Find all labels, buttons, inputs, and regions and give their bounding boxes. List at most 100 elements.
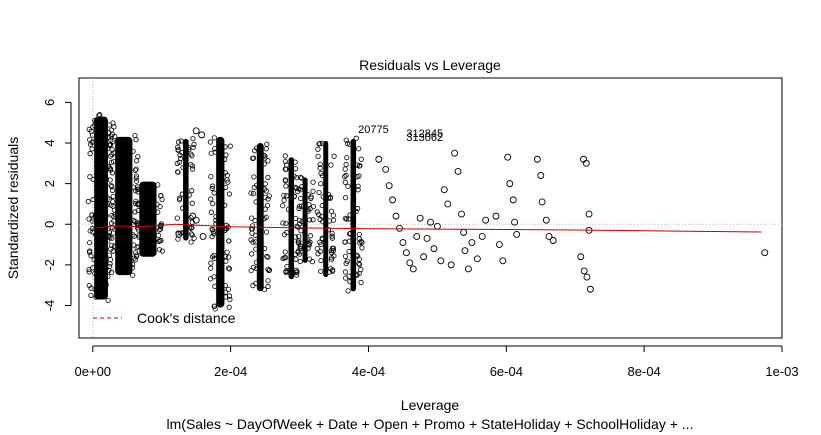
residual-cluster-edge-point [359, 245, 365, 251]
residual-cluster-edge-point [110, 120, 116, 126]
residual-cluster-edge-point [353, 208, 359, 215]
residual-point [427, 218, 434, 226]
residual-cluster-edge-point [90, 196, 96, 203]
residual-cluster-edge-point [209, 234, 215, 240]
residual-cluster-edge-point [109, 242, 115, 248]
residual-cluster-edge-point [87, 228, 93, 234]
residual-cluster-edge-point [178, 138, 184, 144]
residual-cluster-edge-point [355, 183, 361, 189]
residual-cluster-edge-point [133, 178, 139, 184]
residual-cluster-edge-point [133, 166, 139, 172]
residual-cluster-edge-point [134, 252, 140, 258]
residual-cluster-edge-point [189, 200, 195, 206]
dense-residual-cluster [216, 136, 225, 308]
residual-cluster-edge-point [342, 179, 348, 185]
residual-cluster-edge-point [314, 209, 320, 215]
residual-cluster-edge-point [105, 238, 111, 244]
residual-cluster-edge-point [109, 187, 116, 193]
residual-cluster-edge-point [222, 202, 228, 208]
residual-cluster-edge-point [315, 146, 321, 152]
residual-cluster-edge-point [95, 258, 101, 264]
residual-cluster-edge-point [222, 282, 228, 289]
y-axis-tick-label: 4 [42, 139, 57, 146]
residual-cluster-edge-point [253, 265, 260, 272]
residual-point [537, 172, 545, 179]
residual-cluster-edge-point [129, 265, 136, 271]
residual-cluster-edge-point [112, 133, 118, 140]
residual-cluster-edge-point [107, 177, 113, 183]
residual-cluster-edge-point [266, 267, 273, 273]
legend-layer: Cook's distance [93, 310, 236, 326]
residual-point [585, 210, 593, 218]
residual-point [416, 214, 424, 222]
residual-cluster-edge-point [347, 212, 353, 218]
residual-cluster-edge-point [353, 135, 359, 141]
residual-cluster-edge-point [225, 265, 232, 271]
residual-cluster-edge-point [86, 216, 92, 222]
residual-cluster-edge-point [252, 239, 259, 245]
residual-cluster-edge-point [156, 227, 162, 233]
residual-point [198, 131, 206, 139]
residual-cluster-edge-point [226, 254, 232, 260]
residual-cluster-edge-point [135, 220, 141, 226]
residual-cluster-edge-point [100, 164, 107, 170]
residual-cluster-edge-point [109, 184, 115, 190]
residual-cluster-edge-point [253, 199, 259, 205]
residual-cluster-edge-point [357, 262, 363, 268]
residual-cluster-edge-point [253, 259, 260, 265]
residual-cluster-edge-point [280, 220, 286, 226]
residual-cluster-edge-point [307, 217, 313, 223]
residual-cluster-edge-point [293, 269, 299, 276]
legend-label-cooks-distance: Cook's distance [137, 310, 236, 326]
residual-cluster-edge-point [97, 112, 103, 118]
residual-cluster-edge-point [101, 227, 107, 233]
residual-point [549, 237, 557, 244]
residual-point [175, 230, 183, 238]
dense-residual-cluster [94, 116, 108, 300]
residual-cluster-edge-point [295, 188, 301, 194]
residual-cluster-edge-point [102, 282, 108, 288]
residual-cluster-edge-point [249, 251, 255, 257]
residual-cluster-edge-point [211, 231, 217, 237]
residual-cluster-edge-point [226, 238, 232, 244]
residual-cluster-edge-point [265, 278, 271, 284]
residual-cluster-edge-point [186, 146, 192, 153]
cluster-layer [85, 112, 365, 312]
chart-title: Residuals vs Leverage [359, 57, 501, 73]
residual-cluster-edge-point [317, 165, 323, 171]
residual-cluster-edge-point [88, 292, 94, 298]
residual-cluster-edge-point [188, 231, 194, 237]
residual-cluster-edge-point [108, 159, 115, 165]
residual-cluster-edge-point [188, 225, 194, 231]
residual-cluster-edge-point [280, 203, 286, 209]
residual-cluster-edge-point [133, 201, 139, 207]
residual-cluster-edge-point [180, 164, 186, 171]
residual-cluster-edge-point [190, 163, 196, 169]
residual-cluster-edge-point [107, 153, 114, 159]
residual-cluster-edge-point [298, 184, 305, 190]
residual-cluster-edge-point [227, 143, 233, 149]
residual-cluster-edge-point [319, 213, 325, 219]
residual-cluster-edge-point [261, 161, 267, 167]
residual-point [495, 241, 503, 249]
residual-cluster-edge-point [298, 243, 304, 249]
residual-cluster-edge-point [345, 183, 351, 189]
residual-point [473, 255, 481, 263]
residual-cluster-edge-point [317, 140, 323, 147]
residual-point [192, 127, 200, 135]
dense-residual-cluster [256, 142, 264, 292]
residual-cluster-edge-point [110, 230, 116, 236]
residual-point [423, 235, 431, 242]
residual-cluster-edge-point [158, 237, 164, 244]
residual-cluster-edge-point [99, 132, 105, 138]
x-axis-tick-label: 2e-04 [214, 364, 247, 379]
residual-cluster-edge-point [355, 205, 361, 212]
residual-cluster-edge-point [94, 267, 100, 274]
residual-point [513, 230, 521, 238]
x-axis-tick-label: 6e-04 [490, 364, 523, 379]
residual-cluster-edge-point [211, 135, 217, 141]
residual-cluster-edge-point [314, 245, 320, 252]
residual-cluster-edge-point [296, 221, 303, 227]
residual-cluster-edge-point [89, 146, 95, 152]
residual-cluster-edge-point [310, 188, 316, 194]
